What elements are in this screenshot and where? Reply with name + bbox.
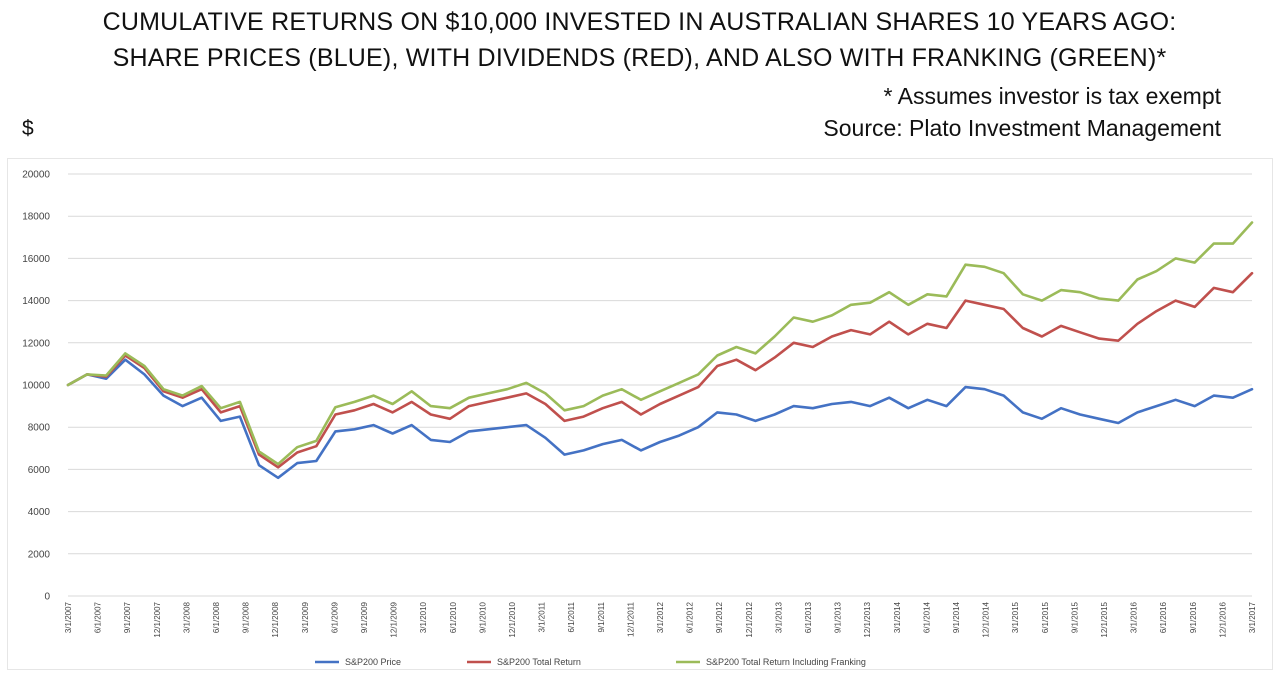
y-tick-label: 18000 <box>22 212 50 223</box>
x-tick-label: 3/1/2007 <box>64 601 73 633</box>
source-note: Source: Plato Investment Management <box>823 115 1221 141</box>
x-tick-label: 6/1/2012 <box>686 601 695 633</box>
x-tick-label: 9/1/2008 <box>242 601 251 633</box>
x-tick-label: 9/1/2013 <box>834 601 843 633</box>
x-tick-label: 12/1/2009 <box>390 601 399 637</box>
x-tick-label: 3/1/2013 <box>774 601 783 633</box>
x-tick-label: 12/1/2007 <box>153 601 162 637</box>
series-line-0 <box>66 358 1254 480</box>
x-tick-label: 12/1/2016 <box>1218 601 1227 637</box>
x-tick-label: 12/1/2010 <box>508 601 517 637</box>
legend-label: S&P200 Total Return <box>497 657 581 667</box>
x-tick-label: 9/1/2012 <box>715 601 724 633</box>
x-tick-label: 6/1/2014 <box>922 601 931 633</box>
x-tick-label: 12/1/2011 <box>626 601 635 637</box>
x-tick-label: 12/1/2015 <box>1100 601 1109 637</box>
x-tick-label: 3/1/2011 <box>538 601 547 632</box>
y-tick-label: 8000 <box>28 423 51 434</box>
x-tick-label: 6/1/2007 <box>94 601 103 633</box>
x-tick-label: 9/1/2016 <box>1189 601 1198 633</box>
y-tick-label: 4000 <box>28 507 51 518</box>
x-tick-label: 9/1/2010 <box>478 601 487 633</box>
y-tick-label: 20000 <box>22 170 50 181</box>
x-tick-label: 3/1/2010 <box>419 601 428 633</box>
series-line-2 <box>66 221 1254 466</box>
y-tick-label: 12000 <box>22 338 50 349</box>
x-tick-label: 9/1/2009 <box>360 601 369 633</box>
x-tick-label: 3/1/2008 <box>182 601 191 633</box>
x-tick-label: 3/1/2016 <box>1130 601 1139 633</box>
y-tick-label: 14000 <box>22 296 50 307</box>
legend: S&P200 Price S&P200 Total Return S&P200 To… <box>315 657 866 667</box>
y-tick-label: 0 <box>44 592 50 603</box>
y-tick-label: 16000 <box>22 254 50 265</box>
x-tick-label: 6/1/2011 <box>567 601 576 632</box>
x-tick-label: 9/1/2015 <box>1070 601 1079 633</box>
footnote: * Assumes investor is tax exempt <box>883 83 1221 109</box>
x-tick-label: 12/1/2008 <box>271 601 280 637</box>
gridlines <box>68 173 1252 597</box>
x-tick-label: 9/1/2014 <box>952 601 961 633</box>
y-tick-label: 10000 <box>22 381 50 392</box>
x-tick-label: 9/1/2007 <box>123 601 132 633</box>
y-tick-label: 2000 <box>28 549 51 560</box>
x-tick-label: 3/1/2015 <box>1011 601 1020 633</box>
x-tick-label: 6/1/2010 <box>449 601 458 633</box>
x-tick-label: 6/1/2009 <box>330 601 339 633</box>
x-tick-label: 12/1/2013 <box>863 601 872 637</box>
x-tick-label: 6/1/2013 <box>804 601 813 633</box>
series-line-1 <box>66 271 1254 469</box>
chart-title-line-1: CUMULATIVE RETURNS ON $10,000 INVESTED I… <box>102 8 1177 36</box>
x-axis-ticks: 3/1/2007 6/1/2007 9/1/2007 12/1/2007 3/1/200… <box>64 601 1257 637</box>
series-lines <box>66 221 1254 480</box>
chart-frame <box>7 158 1273 670</box>
y-axis-ticks: 0 2000 4000 6000 8000 10000 12000 14000 16000 180… <box>22 170 50 603</box>
y-tick-label: 6000 <box>28 465 51 476</box>
chart-title-line-2: SHARE PRICES (BLUE), WITH DIVIDENDS (RED… <box>112 44 1167 72</box>
legend-label: S&P200 Total Return Including Franking <box>706 657 866 667</box>
x-tick-label: 6/1/2015 <box>1041 601 1050 633</box>
x-tick-label: 3/1/2014 <box>893 601 902 633</box>
x-tick-label: 6/1/2008 <box>212 601 221 633</box>
x-tick-label: 3/1/2017 <box>1248 601 1257 633</box>
x-tick-label: 9/1/2011 <box>597 601 606 632</box>
x-tick-label: 12/1/2012 <box>745 601 754 637</box>
legend-label: S&P200 Price <box>345 657 401 667</box>
x-tick-label: 3/1/2012 <box>656 601 665 633</box>
y-unit-label: $ <box>22 117 34 140</box>
x-tick-label: 3/1/2009 <box>301 601 310 633</box>
x-tick-label: 6/1/2016 <box>1159 601 1168 633</box>
x-tick-label: 12/1/2014 <box>982 601 991 637</box>
